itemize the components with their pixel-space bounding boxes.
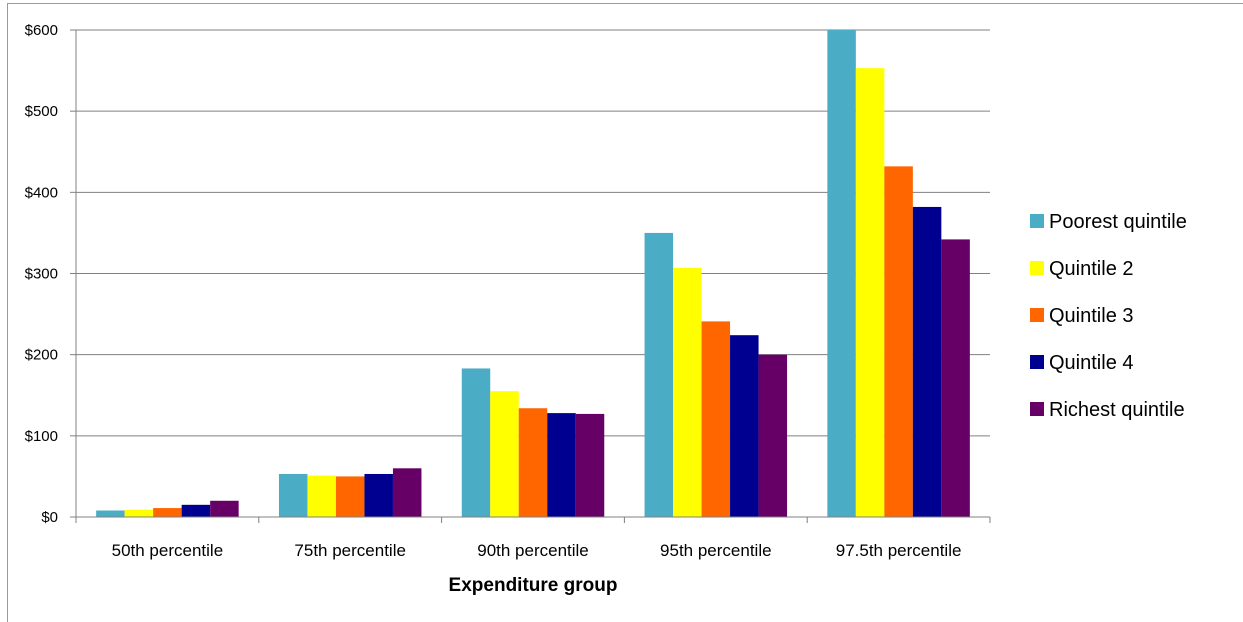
legend-label: Richest quintile <box>1049 399 1185 421</box>
x-tick-label: 95th percentile <box>660 541 772 560</box>
bar-2-2 <box>307 475 336 517</box>
y-tick-label: $200 <box>25 347 58 364</box>
bar-3-1 <box>461 368 491 517</box>
legend-swatch <box>1030 261 1044 275</box>
bar-5-4 <box>912 206 942 517</box>
bar-2-1 <box>278 473 308 517</box>
x-tick-label: 90th percentile <box>477 541 589 560</box>
legend-swatch <box>1030 214 1044 228</box>
bar-5-1 <box>827 30 856 517</box>
bar-2-3 <box>335 476 365 517</box>
bar-1-4 <box>181 504 211 517</box>
legend-label: Poorest quintile <box>1049 211 1187 233</box>
bar-3-2 <box>490 391 519 517</box>
bar-4-4 <box>730 335 759 517</box>
y-tick-label: $100 <box>25 428 58 445</box>
legend-label: Quintile 4 <box>1049 352 1134 374</box>
bar-2-5 <box>392 468 422 517</box>
bar-3-4 <box>547 413 576 517</box>
chart-frame <box>7 3 1243 622</box>
bar-4-1 <box>644 232 674 517</box>
bar-4-2 <box>673 267 702 517</box>
bar-5-3 <box>884 166 913 518</box>
legend-swatch <box>1030 402 1044 416</box>
y-tick-label: $500 <box>25 103 58 120</box>
legend: Poorest quintile Quintile 2 Quintile 3 Quin… <box>1030 211 1187 421</box>
bar-1-3 <box>153 508 182 517</box>
x-tick-labels: 50th percentile 75th percentile 90th perce… <box>112 541 962 560</box>
legend-label: Quintile 3 <box>1049 305 1134 327</box>
bar-1-1 <box>96 510 125 517</box>
bar-1-2 <box>124 509 154 517</box>
x-tick-label: 97.5th percentile <box>836 541 962 560</box>
bar-3-3 <box>518 408 548 517</box>
legend-swatch <box>1030 308 1044 322</box>
bars <box>96 30 970 518</box>
bar-4-5 <box>758 354 788 517</box>
y-tick-label: $600 <box>25 22 58 39</box>
legend-label: Quintile 2 <box>1049 258 1134 280</box>
y-tick-label: $0 <box>41 509 58 526</box>
bar-2-4 <box>364 473 393 517</box>
bar-4-3 <box>701 321 731 517</box>
bar-1-5 <box>210 500 239 517</box>
bar-5-5 <box>941 239 970 517</box>
bar-3-5 <box>575 413 605 517</box>
legend-swatch <box>1030 355 1044 369</box>
axes <box>70 29 991 523</box>
x-tick-label: 50th percentile <box>112 541 224 560</box>
bar-5-2 <box>855 68 885 518</box>
x-tick-label: 75th percentile <box>294 541 406 560</box>
y-tick-label: $300 <box>25 266 58 283</box>
y-tick-label: $400 <box>25 184 58 201</box>
y-tick-labels: $0 $100 $200 $300 $400 $500 $600 <box>25 22 58 526</box>
x-axis-title: Expenditure group <box>449 575 618 596</box>
